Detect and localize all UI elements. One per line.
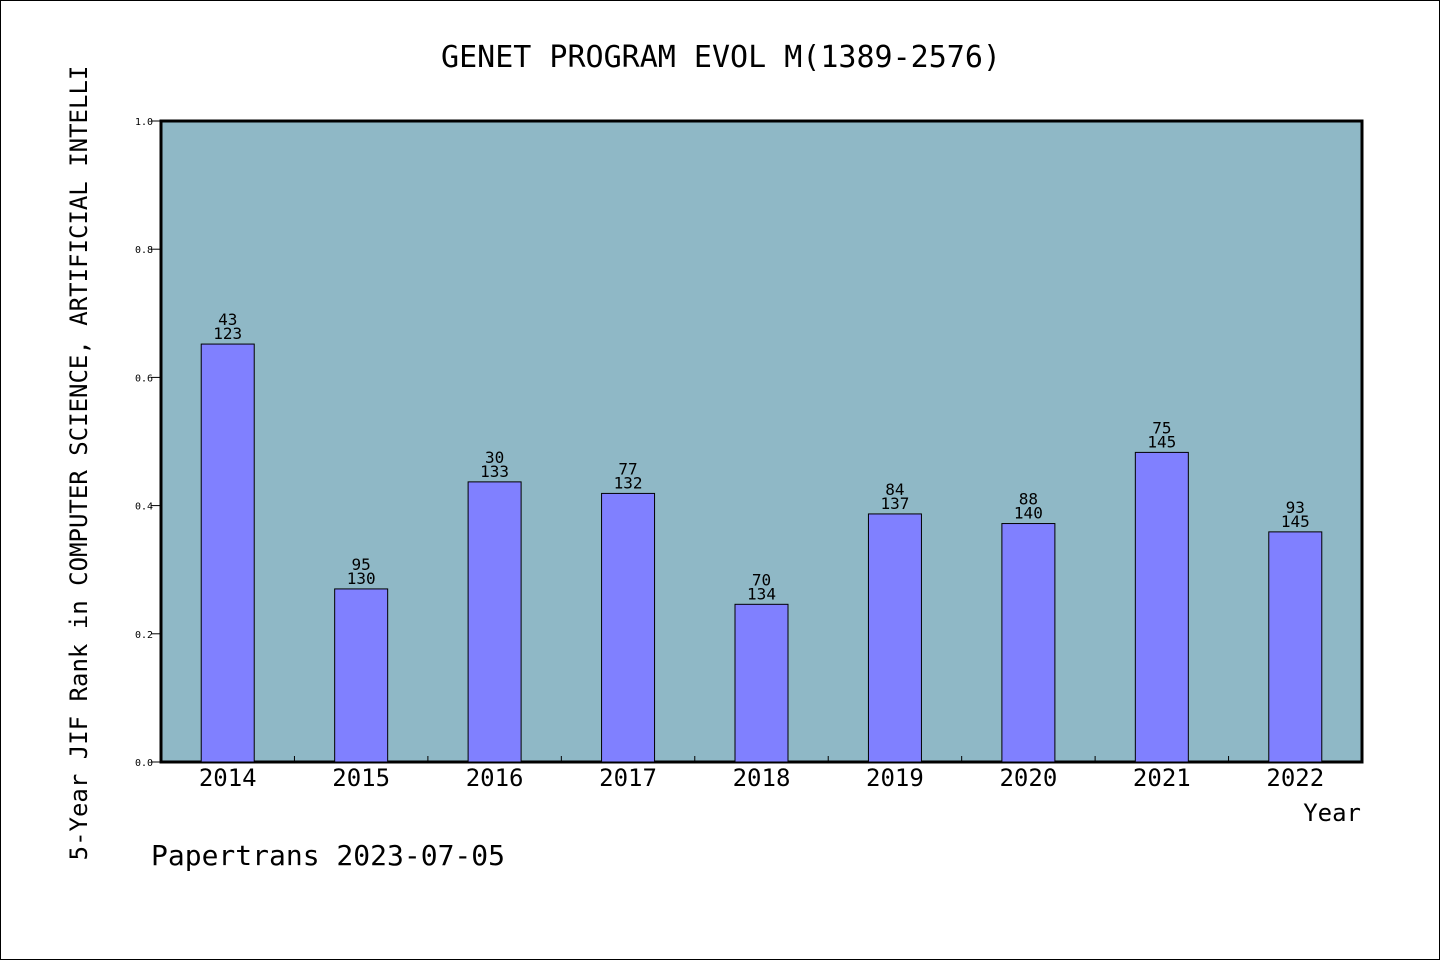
x-tick-label: 2014 (199, 764, 257, 792)
bars-group (200, 343, 1323, 763)
chart-title: GENET PROGRAM EVOL M(1389-2576) (441, 40, 1001, 75)
bar-total-label: 133 (480, 462, 509, 481)
bar-rank-label: 77 (618, 459, 637, 478)
y-tick-label: 0.2 (135, 630, 153, 641)
y-tick-label: 0.4 (135, 502, 153, 513)
bar-total-label: 140 (1014, 504, 1043, 523)
bar-total-label: 132 (614, 473, 643, 492)
bar-2014 (200, 343, 255, 763)
bar-2016 (467, 481, 522, 763)
y-axis-label: 5-Year JIF Rank in COMPUTER SCIENCE, ART… (65, 66, 93, 861)
bar-2022 (1268, 531, 1323, 763)
bar-2015 (334, 588, 389, 763)
bar-rank-label: 88 (1019, 490, 1038, 509)
bar-total-label: 123 (213, 324, 242, 343)
y-tick-label: 0.8 (135, 245, 153, 256)
y-axis: 0.0 0.2 0.4 0.6 0.8 1.0 (135, 117, 161, 769)
footer-credit: Papertrans 2023-07-05 (151, 839, 505, 872)
x-tick-label: 2022 (1266, 764, 1324, 792)
x-tick-label: 2016 (466, 764, 524, 792)
x-tick-label: 2019 (866, 764, 924, 792)
bar-total-label: 145 (1147, 432, 1176, 451)
bar-2021 (1134, 451, 1189, 763)
y-tick-label: 1.0 (135, 117, 153, 128)
bar-total-label: 130 (347, 569, 376, 588)
x-tick-label: 2018 (733, 764, 791, 792)
bar-total-label: 145 (1281, 512, 1310, 531)
bar-total-label: 137 (880, 494, 909, 513)
bar-rank-label: 84 (885, 480, 904, 499)
x-tick-label: 2015 (332, 764, 390, 792)
y-tick-label: 0.6 (135, 373, 153, 384)
x-axis: 2014 2015 2016 2017 2018 2019 2020 2021 2022 (199, 756, 1324, 792)
bar-rank-label: 43 (218, 310, 237, 329)
bar-rank-label: 30 (485, 448, 504, 467)
bar-2019 (867, 513, 922, 763)
x-tick-label: 2021 (1133, 764, 1191, 792)
x-tick-label: 2017 (599, 764, 657, 792)
bar-rank-label: 70 (752, 570, 771, 589)
y-tick-label: 0.0 (135, 758, 153, 769)
bar-rank-label: 95 (352, 555, 371, 574)
bar-total-label: 134 (747, 584, 776, 603)
x-axis-label: Year (1303, 799, 1361, 827)
x-tick-label: 2020 (999, 764, 1057, 792)
bar-2020 (1001, 523, 1056, 763)
bar-2018 (734, 603, 789, 763)
bar-rank-label: 93 (1286, 498, 1305, 517)
bar-rank-label: 75 (1152, 418, 1171, 437)
bar-2017 (601, 492, 656, 763)
